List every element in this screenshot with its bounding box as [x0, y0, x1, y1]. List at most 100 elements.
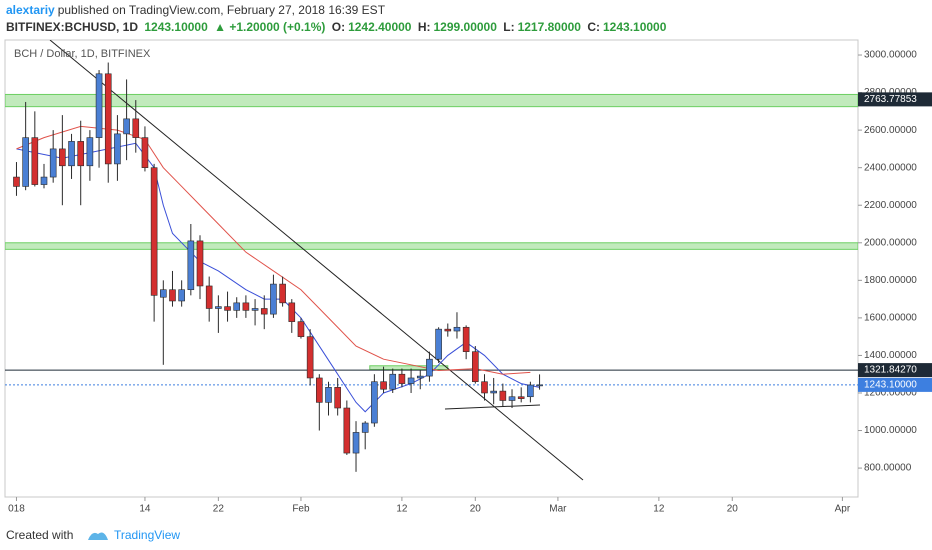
candle-body [215, 306, 222, 309]
candle-body [462, 326, 470, 352]
candle-body [59, 148, 66, 167]
level-label: 2763.77853 [864, 94, 917, 105]
y-tick-label: 1800.00000 [864, 275, 917, 286]
candle-body [95, 73, 103, 138]
candle-body [325, 387, 332, 403]
last-price: 1243.10000 [144, 20, 208, 34]
header-line: alextariy published on TradingView.com, F… [6, 3, 388, 17]
x-tick-label: 12 [653, 504, 665, 515]
high-label: H: [417, 20, 431, 34]
candle-body [306, 336, 314, 379]
level-box [858, 377, 932, 392]
change: ▲ +1.20000 (+0.1%) [214, 20, 326, 34]
candle-body [380, 381, 387, 390]
candle-body [31, 137, 39, 185]
x-tick-label: Feb [292, 504, 310, 515]
candle-body [444, 328, 452, 332]
candle-body [517, 396, 525, 399]
level-box [858, 363, 932, 378]
candle-body [416, 375, 424, 379]
candle-body [196, 240, 204, 287]
created-with: Created with [6, 528, 74, 542]
chart-title: BCH / Dollar, 1D, BITFINEX [14, 48, 151, 60]
candle-body [288, 302, 296, 322]
x-tick-label: 018 [8, 504, 25, 515]
footer: Created with TradingView [0, 520, 932, 550]
candle-body [361, 422, 369, 433]
x-tick-label: 22 [213, 504, 225, 515]
y-tick-label: 2200.00000 [864, 200, 917, 211]
author[interactable]: alextariy [6, 3, 55, 17]
candle-body [334, 387, 341, 409]
candle-body [22, 137, 29, 187]
x-tick-label: 20 [470, 504, 482, 515]
y-tick-label: 2000.00000 [864, 237, 917, 248]
candle-body [453, 326, 461, 332]
candle-body [205, 285, 213, 309]
candle-body [187, 240, 195, 291]
candle-body [178, 289, 185, 302]
candle-body [490, 390, 497, 394]
candle-body [352, 432, 360, 454]
brand[interactable]: TradingView [114, 528, 181, 542]
zone [5, 93, 858, 108]
x-tick-label: Apr [835, 504, 851, 515]
candle-body [104, 73, 112, 165]
zone [5, 242, 858, 250]
x-tick-label: Mar [549, 504, 567, 515]
candle-body [169, 289, 176, 302]
y-tick-label: 1400.00000 [864, 350, 917, 361]
candle-body [398, 373, 406, 384]
candle-body [389, 373, 397, 390]
candle-body [150, 167, 158, 296]
candle-body [123, 118, 130, 135]
candle-body [160, 289, 167, 298]
level-label: 1243.10000 [864, 380, 917, 391]
candle-body [114, 133, 121, 165]
candle-body [536, 384, 543, 387]
candle-body [40, 176, 48, 185]
candle-body [316, 377, 323, 403]
candle-body [132, 118, 140, 138]
candle-body [260, 308, 268, 315]
logo [88, 532, 108, 540]
zone [369, 365, 449, 371]
plot-frame [4, 39, 859, 498]
candle-body [251, 308, 259, 311]
candle-body [407, 377, 415, 384]
open-label: O: [331, 20, 346, 34]
open-value: 1242.40000 [348, 20, 412, 34]
y-tick-label: 3000.00000 [864, 50, 917, 61]
candle-body [481, 381, 488, 394]
candle-body [472, 351, 479, 383]
x-tick-label: 20 [727, 504, 739, 515]
candle-body [86, 137, 94, 167]
y-tick-label: 1600.00000 [864, 313, 917, 324]
candle-body [343, 407, 351, 454]
moving-average [16, 125, 531, 375]
close-label: C: [587, 20, 600, 34]
candle-body [426, 358, 433, 377]
candle-body [270, 283, 277, 315]
level-label: 1321.84270 [864, 365, 917, 376]
candle-body [508, 396, 516, 401]
candle-body [527, 384, 534, 398]
x-tick-label: 14 [139, 504, 151, 515]
y-tick-label: 2600.00000 [864, 125, 917, 136]
level-box [858, 92, 932, 107]
close-value: 1243.10000 [603, 20, 667, 34]
candle-body [224, 306, 231, 311]
published: published on TradingView.com, February 2… [57, 3, 386, 17]
x-tick-label: 12 [396, 504, 408, 515]
candle-body [141, 137, 149, 168]
candle-body [242, 302, 250, 311]
candle-body [499, 390, 507, 401]
candle-body [13, 176, 20, 187]
y-tick-label: 2400.00000 [864, 162, 917, 173]
low-label: L: [503, 20, 515, 34]
symbol: BITFINEX:BCHUSD, 1D [6, 20, 139, 34]
plot [5, 40, 858, 481]
low-value: 1217.80000 [517, 20, 581, 34]
candle-body [49, 148, 57, 178]
